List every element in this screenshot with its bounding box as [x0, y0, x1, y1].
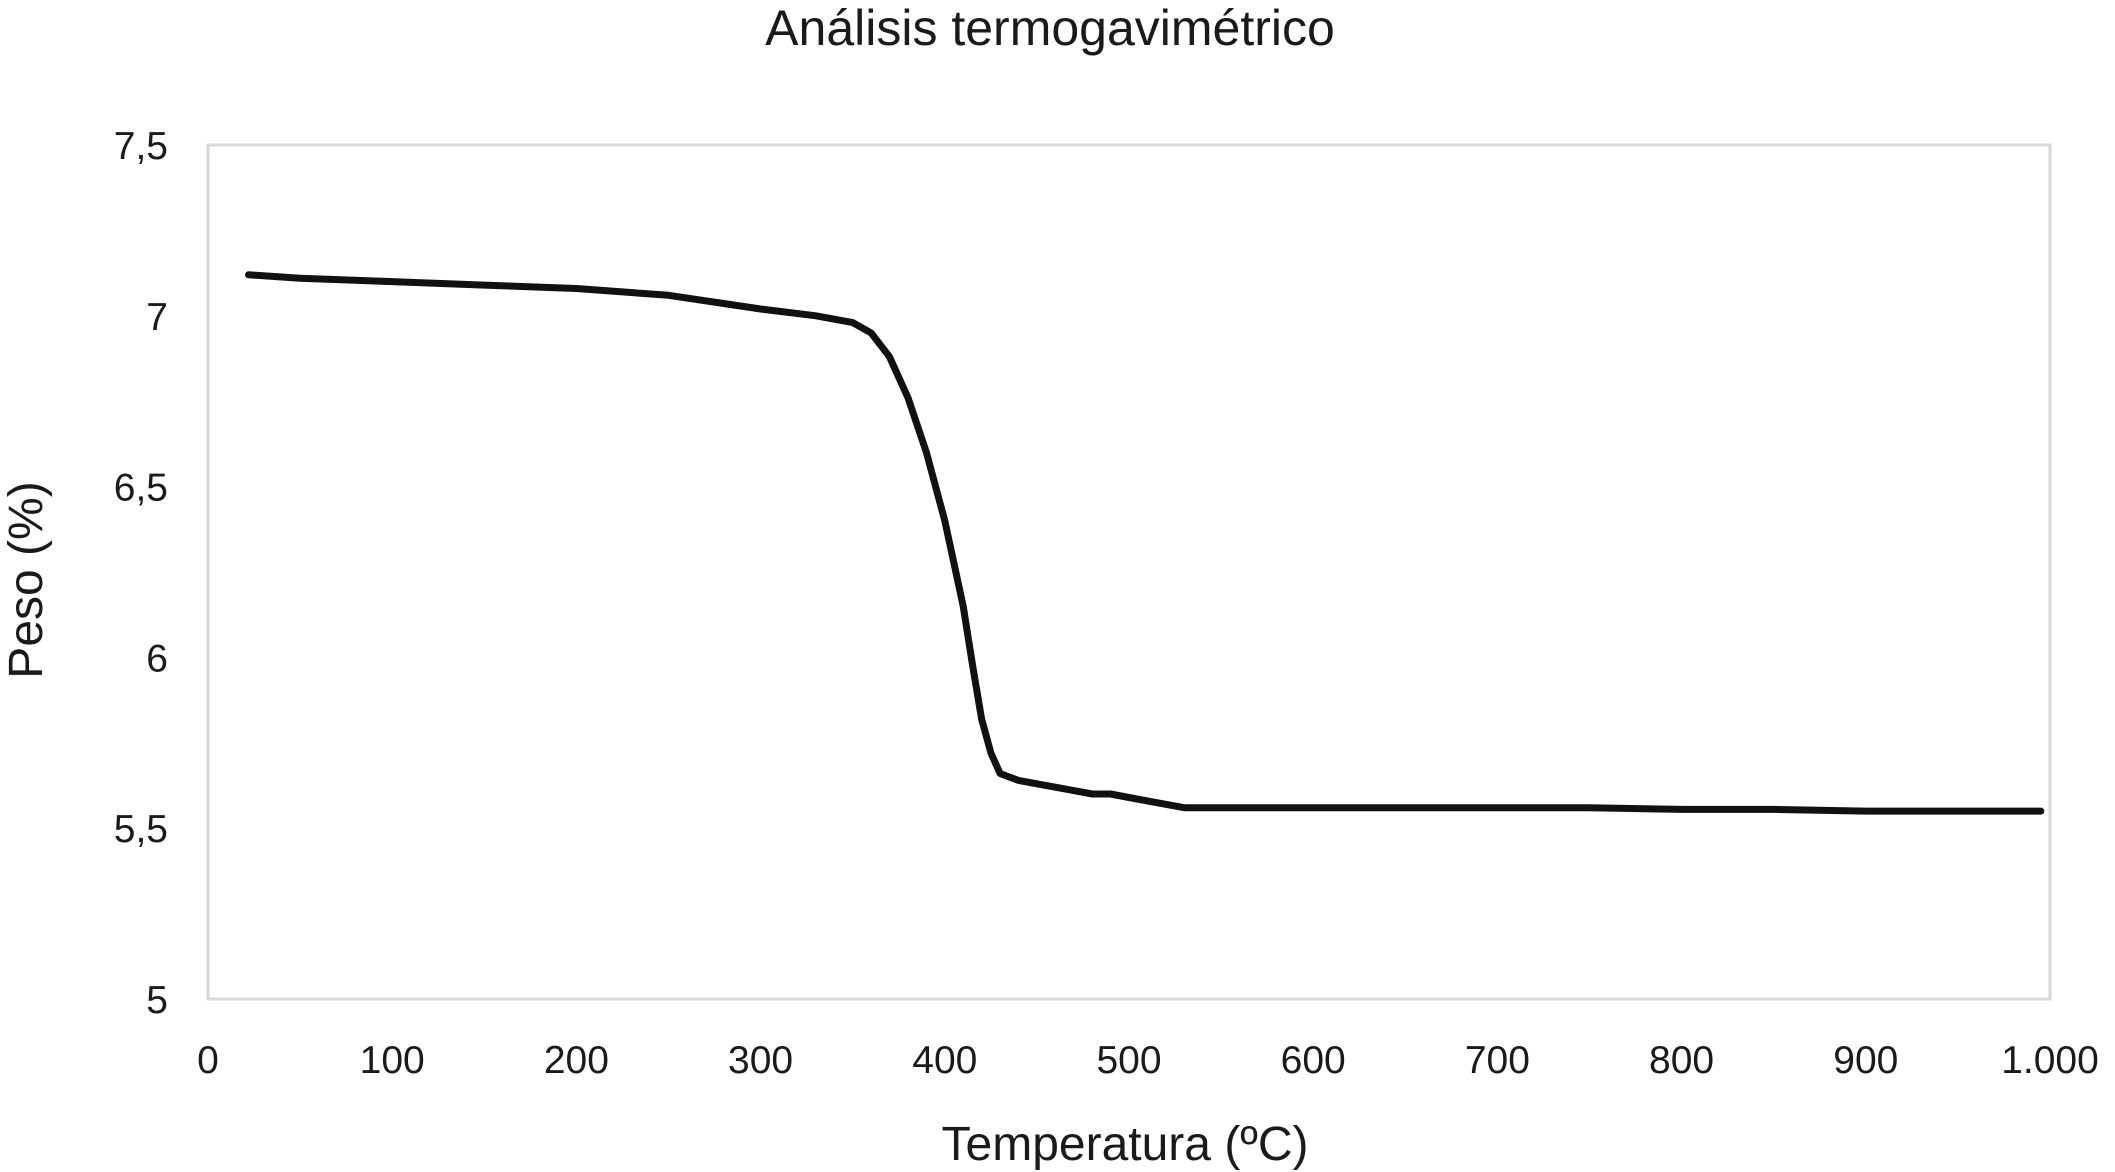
x-tick-label: 600 [1281, 1039, 1346, 1082]
x-tick-label: 200 [544, 1039, 609, 1082]
y-tick-label: 5 [146, 979, 168, 1022]
x-axis-ticks: 0 100 200 300 400 500 600 700 800 900 1.000 [197, 1039, 2099, 1082]
x-tick-label: 100 [360, 1039, 425, 1082]
x-tick-label: 500 [1096, 1039, 1161, 1082]
y-tick-label: 6,5 [114, 467, 168, 510]
y-tick-label: 7,5 [114, 125, 168, 168]
y-tick-label: 7 [146, 296, 168, 339]
y-axis-label: Peso (%) [0, 481, 53, 678]
x-tick-label: 900 [1833, 1039, 1898, 1082]
y-tick-label: 5,5 [114, 808, 168, 851]
x-tick-label: 400 [912, 1039, 977, 1082]
x-tick-label: 700 [1465, 1039, 1530, 1082]
x-tick-label: 1.000 [2001, 1039, 2099, 1082]
x-axis-label: Temperatura (ºC) [942, 1118, 1309, 1171]
chart-title: Análisis termogavimétrico [765, 0, 1335, 56]
x-tick-label: 800 [1649, 1039, 1714, 1082]
x-tick-label: 0 [197, 1039, 219, 1082]
plot-area [206, 143, 2052, 1001]
x-tick-label: 300 [728, 1039, 793, 1082]
y-tick-label: 6 [146, 637, 168, 680]
weight-series-line [245, 271, 2045, 815]
y-axis-ticks: 5 5,5 6 6,5 7 7,5 [114, 125, 168, 1022]
